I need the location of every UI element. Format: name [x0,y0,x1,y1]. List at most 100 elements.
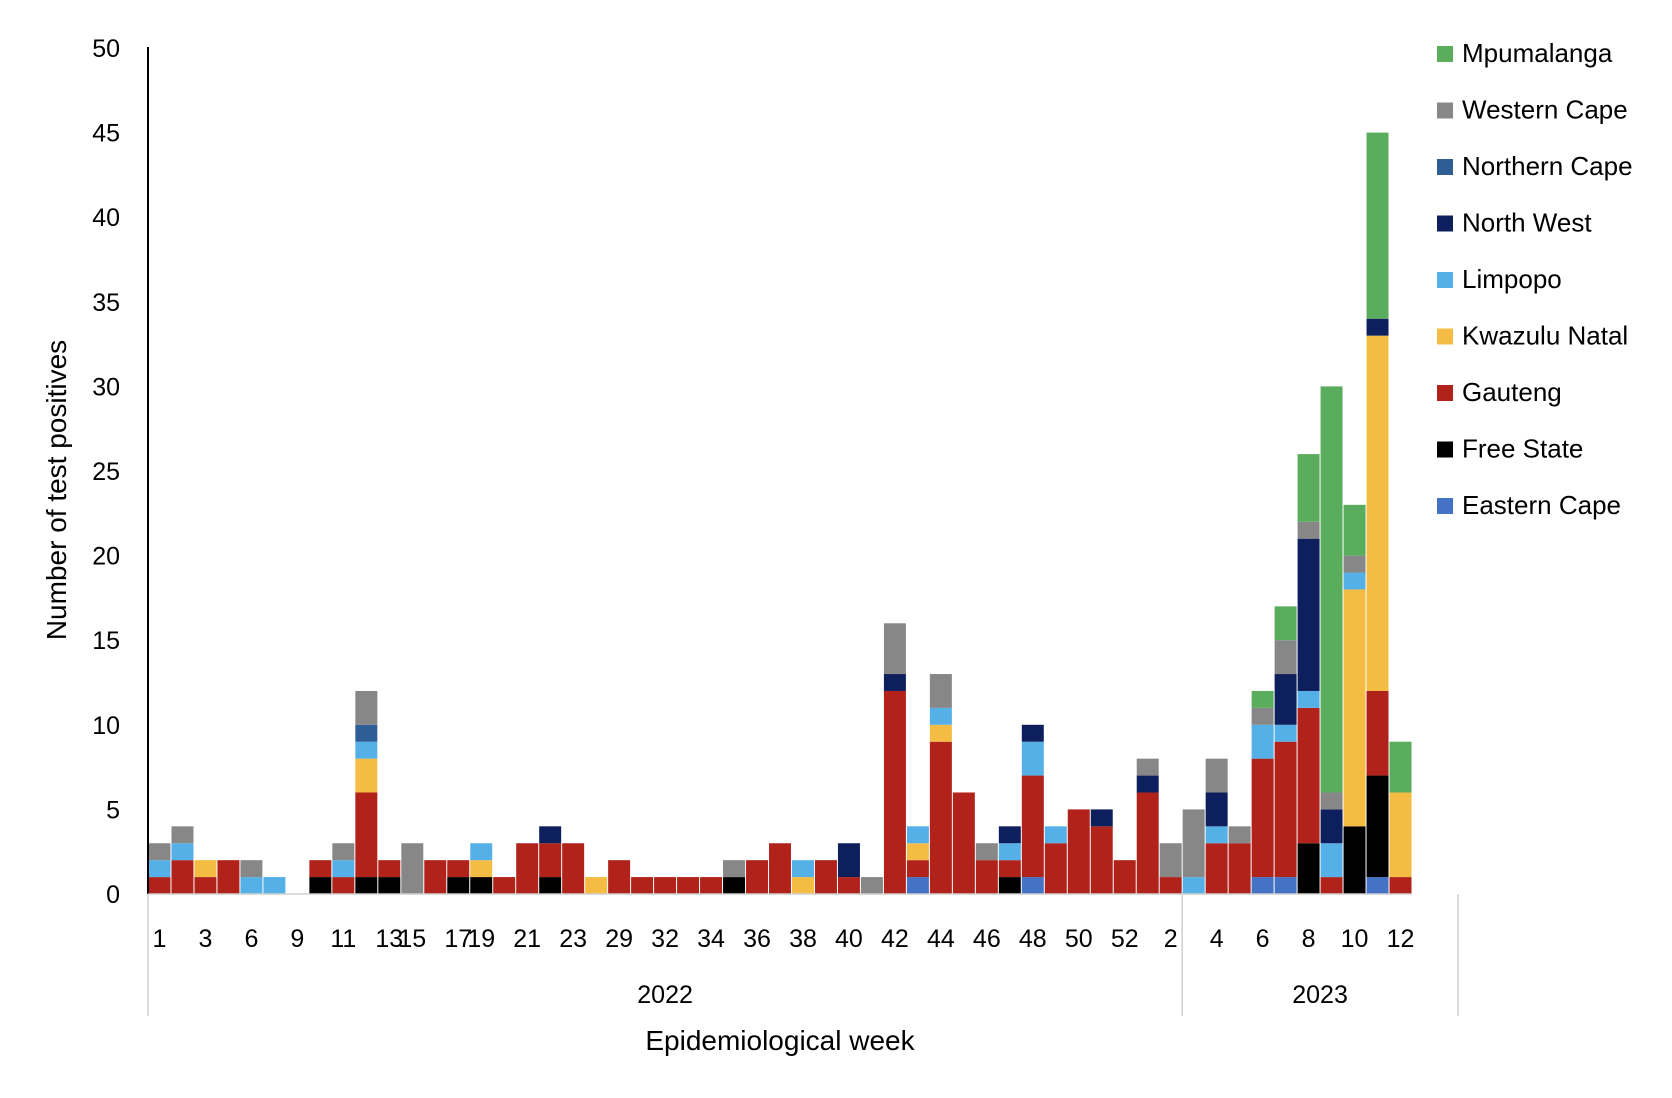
x-tick-label: 46 [973,925,1001,953]
bar-segment-limpopo [929,707,952,725]
bar-segment-gauteng [332,877,355,894]
y-tick-label: 35 [92,289,120,317]
x-tick-label: 36 [743,925,771,953]
x-tick-label: 23 [559,925,587,953]
x-tick-label: 38 [789,925,817,953]
bar-segment-kwazulu-natal [929,724,952,742]
plot-area [148,132,1412,894]
y-tick-label: 45 [92,120,120,148]
bar-segment-kwazulu-natal [585,877,608,894]
bar-segment-gauteng [194,877,217,894]
bar-segment-free-state [355,877,378,894]
y-tick-label: 30 [92,373,120,401]
legend-label-eastern-cape: Eastern Cape [1462,490,1621,520]
bar-segment-gauteng [1389,877,1412,894]
bar-segment-gauteng [493,877,516,894]
legend: Mpumalanga Western Cape Northern Cape North… [1437,38,1633,520]
x-tick-label: 8 [1302,925,1316,953]
bar-segment-north-west [1274,674,1297,725]
bar-segment-kwazulu-natal [1366,335,1389,691]
bar-segment-limpopo [240,877,263,894]
bar-segment-gauteng [424,860,447,894]
bar-segment-western-cape [171,826,194,844]
bar-segment-north-west [883,674,906,691]
x-tick-label: 12 [1387,925,1415,953]
x-tick-label: 3 [198,925,212,953]
bar-segment-north-west [1297,538,1320,691]
x-tick-label: 11 [330,925,356,953]
bar-segment-limpopo [171,843,194,861]
x-tick-label: 15 [398,925,426,953]
y-tick-label: 25 [92,458,120,486]
bar-segment-western-cape [148,843,171,861]
bar-segment-western-cape [240,860,263,878]
bar-segment-limpopo [791,860,814,878]
bar-segment-western-cape [1274,640,1297,675]
x-tick-label: 42 [881,925,909,953]
bar-segment-eastern-cape [1274,877,1297,894]
bar-segment-north-west [1021,724,1044,742]
bar-segment-gauteng [1021,775,1044,878]
legend-label-western-cape: Western Cape [1462,95,1628,125]
bar-segment-north-west [1366,318,1389,336]
bar-segment-western-cape [860,877,883,894]
bar-segment-western-cape [1251,707,1274,725]
bar-segment-western-cape [723,860,746,878]
legend-swatch-mpumalanga [1437,46,1453,62]
bar-segment-eastern-cape [1366,877,1389,894]
bar-segment-gauteng [608,860,631,894]
bar-segment-mpumalanga [1274,606,1297,641]
bar-segment-gauteng [631,877,654,894]
bar-segment-gauteng [171,860,194,894]
bar-segment-kwazulu-natal [1343,589,1366,827]
legend-swatch-gauteng [1437,385,1453,401]
bar-segment-free-state [1366,775,1389,878]
y-tick-label: 50 [92,35,120,63]
bar-segment-limpopo [1182,877,1205,894]
bar-segment-eastern-cape [1251,877,1274,894]
bar-segment-limpopo [1343,572,1366,590]
bar-segment-limpopo [1205,826,1228,844]
bar-segment-limpopo [332,860,355,878]
bar-segment-gauteng [516,843,539,894]
x-tick-label: 32 [651,925,679,953]
bar-segment-western-cape [1182,809,1205,878]
bar-segment-western-cape [332,843,355,861]
legend-label-free-state: Free State [1462,434,1583,464]
bar-segment-gauteng [1090,826,1113,894]
x-tick-label: 40 [835,925,863,953]
x-tick-label: 2 [1164,925,1178,953]
bar-segment-free-state [309,877,332,894]
bar-segment-limpopo [998,843,1021,861]
bar-segment-mpumalanga [1343,504,1366,556]
bar-segment-gauteng [654,877,677,894]
bar-segment-limpopo [1044,826,1067,844]
bar-segment-western-cape [1136,758,1159,776]
bar-segment-gauteng [309,860,332,878]
x-tick-label: 50 [1065,925,1093,953]
legend-swatch-limpopo [1437,272,1453,288]
bar-segment-north-west [1205,792,1228,827]
bar-segment-free-state [1297,843,1320,894]
bar-segment-gauteng [1366,690,1389,776]
bar-segment-western-cape [929,674,952,708]
legend-label-kwazulu-natal: Kwazulu Natal [1462,321,1628,351]
x-tick-label: 4 [1210,925,1224,953]
x-tick-label: 19 [467,925,495,953]
bar-segment-gauteng [1044,843,1067,894]
bar-segment-western-cape [1205,758,1228,793]
x-tick-label: 9 [290,925,304,953]
bar-segment-gauteng [217,860,240,894]
bar-segment-mpumalanga [1366,132,1389,319]
x-tick-label: 48 [1019,925,1047,953]
bar-segment-gauteng [539,843,562,878]
bar-segment-gauteng [148,877,171,894]
bar-segment-kwazulu-natal [194,860,217,878]
bar-segment-north-west [1320,809,1343,844]
bar-segment-gauteng [1297,707,1320,844]
x-tick-label: 17 [444,925,472,953]
bar-segment-limpopo [1251,724,1274,759]
bar-segment-western-cape [1320,792,1343,810]
legend-swatch-north-west [1437,215,1453,232]
